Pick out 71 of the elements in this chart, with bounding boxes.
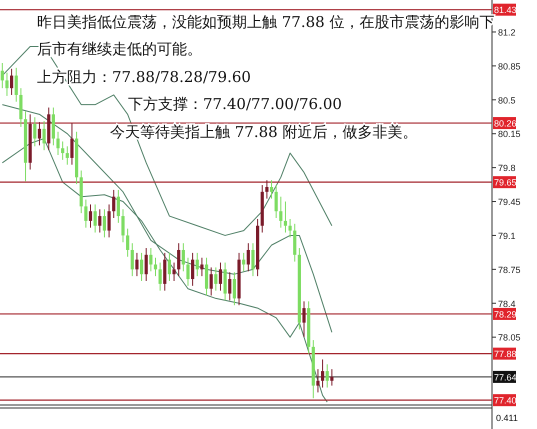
candlestick bbox=[168, 252, 172, 282]
ref-line-label: 79.65 bbox=[494, 178, 517, 188]
y-tick-label: 78.05 bbox=[498, 332, 521, 343]
candlestick bbox=[274, 184, 278, 218]
candlestick bbox=[38, 122, 42, 146]
candlestick bbox=[232, 272, 236, 306]
candlestick bbox=[182, 242, 185, 272]
candlestick bbox=[10, 68, 14, 96]
candlestick bbox=[251, 242, 255, 277]
candlestick bbox=[42, 120, 46, 151]
candlestick bbox=[265, 180, 268, 200]
candlestick bbox=[326, 364, 329, 388]
candlestick bbox=[33, 116, 36, 147]
y-tick-label: 81.2 bbox=[498, 27, 516, 38]
candlestick bbox=[5, 72, 9, 96]
candlestick bbox=[191, 252, 194, 286]
candlestick bbox=[302, 300, 306, 338]
candlestick bbox=[284, 201, 288, 234]
ref-line-label: 81.43 bbox=[494, 5, 517, 16]
candlestick bbox=[70, 122, 74, 166]
candlestick bbox=[242, 252, 246, 272]
candlestick bbox=[140, 252, 144, 282]
candlestick bbox=[149, 248, 152, 272]
ref-line-label: 77.88 bbox=[494, 349, 517, 360]
candlestick bbox=[144, 248, 148, 282]
candlestick bbox=[88, 204, 92, 228]
candlestick bbox=[61, 140, 64, 160]
candlestick bbox=[116, 189, 120, 224]
candlestick bbox=[126, 228, 130, 258]
y-tick-label: 79.45 bbox=[498, 197, 521, 208]
candlestick bbox=[330, 368, 334, 386]
candlestick bbox=[246, 242, 250, 272]
y-tick-label: 80.85 bbox=[498, 61, 521, 72]
y-tick-label: 79.8 bbox=[498, 163, 516, 174]
ref-line-label: 77.64 bbox=[494, 372, 517, 382]
y-tick-label: 80.15 bbox=[498, 129, 521, 140]
candlestick bbox=[84, 199, 88, 228]
candlestick bbox=[14, 67, 18, 102]
candlestick bbox=[94, 204, 97, 234]
candlestick bbox=[177, 242, 180, 277]
candlestick bbox=[218, 262, 222, 292]
candlestick bbox=[279, 196, 282, 228]
y-tick-label: 78.4 bbox=[498, 298, 516, 309]
candlestick bbox=[130, 242, 134, 277]
annotation: 下方支撑：77.40/77.00/76.00 bbox=[128, 95, 342, 113]
candlestick bbox=[196, 252, 199, 277]
candlestick bbox=[56, 131, 60, 156]
candlestick bbox=[214, 266, 218, 292]
candlestick bbox=[66, 146, 69, 166]
candlestick bbox=[158, 262, 162, 292]
candlestick bbox=[112, 189, 116, 218]
y-tick-label: 78.75 bbox=[498, 264, 521, 275]
y-tick-label: 80.5 bbox=[498, 95, 516, 106]
ref-line-label: 77.40 bbox=[494, 396, 517, 406]
candlestick bbox=[210, 266, 213, 296]
candlestick bbox=[228, 272, 232, 301]
candlestick bbox=[186, 257, 190, 286]
ref-line-label: 78.29 bbox=[494, 309, 517, 320]
candlestick bbox=[121, 208, 125, 243]
candlestick bbox=[98, 208, 102, 234]
text: 0.411 bbox=[496, 413, 518, 423]
y-tick-label: 79.1 bbox=[498, 230, 516, 241]
candlestick bbox=[320, 358, 324, 388]
candlestick bbox=[154, 257, 158, 277]
candlestick bbox=[135, 252, 139, 277]
candlestick bbox=[0, 62, 4, 89]
ref-line-label: 80.26 bbox=[494, 118, 517, 129]
candlestick bbox=[200, 257, 204, 277]
candlestick bbox=[270, 180, 274, 200]
candlestick bbox=[107, 204, 111, 238]
candlestick bbox=[102, 208, 106, 238]
